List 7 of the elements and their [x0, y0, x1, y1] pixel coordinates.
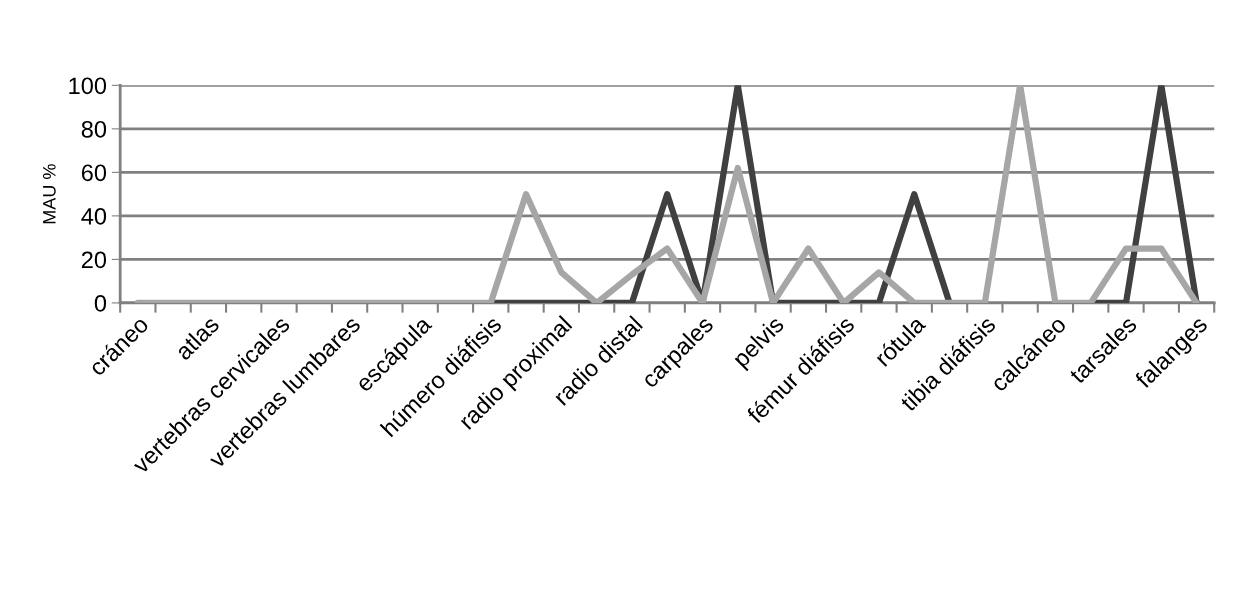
- y-tick-label: 60: [81, 164, 107, 182]
- y-axis-title: MAU %: [42, 164, 56, 224]
- y-tick-label: 80: [81, 120, 107, 138]
- y-tick-label: 100: [69, 77, 107, 95]
- y-tick-label: 20: [81, 251, 107, 269]
- y-tick-label: 0: [94, 294, 107, 312]
- y-tick-label: 40: [81, 207, 107, 225]
